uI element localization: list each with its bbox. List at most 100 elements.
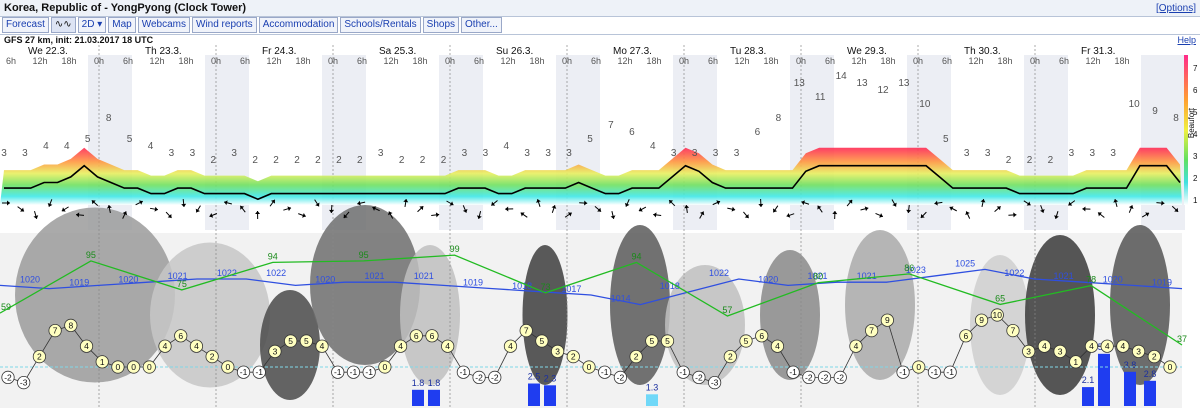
- humidity-label: 75: [177, 279, 187, 289]
- wave-icon[interactable]: ∿∿: [50, 17, 76, 33]
- wind-arrow-icon: [520, 212, 528, 218]
- hour-label: 6h: [240, 56, 250, 66]
- hour-label: 18h: [1114, 56, 1129, 66]
- wind-arrow-icon: [564, 212, 572, 218]
- wind-arrow-icon: [17, 206, 25, 212]
- hour-label: 0h: [328, 56, 338, 66]
- menu-2d[interactable]: 2D ▾: [77, 17, 107, 33]
- temperature-bubble: [582, 360, 596, 374]
- pressure-label: 1021: [365, 271, 385, 281]
- gust-label: 11: [815, 92, 826, 103]
- precip-bar: [412, 389, 424, 406]
- temperature-label: 0: [916, 362, 921, 372]
- gust-label: 8: [776, 113, 782, 124]
- temperature-bubble: [378, 360, 392, 374]
- temperature-bubble: [927, 365, 942, 379]
- menu-other[interactable]: Other...: [461, 17, 502, 33]
- wind-arrow-icon: [61, 206, 69, 212]
- gust-label: 3: [566, 148, 572, 159]
- temperature-label: 4: [508, 341, 513, 351]
- temperature-label: 0: [587, 362, 592, 372]
- temperature-label: 5: [744, 336, 749, 346]
- wind-arrow-icon: [743, 211, 749, 219]
- temperature-label: 2: [728, 352, 733, 362]
- menu-schools-rentals[interactable]: Schools/Rentals: [340, 17, 421, 33]
- wind-arrow-icon: [1141, 212, 1150, 218]
- gust-label: 3: [22, 148, 28, 159]
- hour-label: 12h: [734, 56, 749, 66]
- pressure-label: 1023: [906, 265, 926, 275]
- hour-label: 12h: [266, 56, 281, 66]
- wind-arrow-icon: [579, 200, 588, 206]
- wind-arrow-icon: [875, 212, 884, 218]
- hour-label: 18h: [61, 56, 76, 66]
- pressure-label: 1020: [118, 274, 138, 284]
- gust-label: 3: [231, 148, 237, 159]
- temperature-label: 0: [131, 362, 136, 372]
- gust-label: 5: [85, 134, 91, 145]
- wind-arrow-icon: [417, 205, 424, 213]
- wind-arrow-icon: [431, 212, 440, 218]
- hour-label: 12h: [500, 56, 515, 66]
- wind-arrow-icon: [91, 199, 99, 207]
- temperature-bubble: [1163, 360, 1177, 374]
- hour-label: 6h: [942, 56, 952, 66]
- options-link[interactable]: [Options]: [1155, 3, 1196, 14]
- pressure-label: 1020: [758, 274, 778, 284]
- gust-label: 6: [629, 127, 635, 138]
- temperature-bubble: [865, 323, 879, 338]
- temperature-bubble: [127, 360, 141, 374]
- temperature-label: -1: [601, 367, 609, 377]
- precip-label: 1.8: [428, 378, 441, 388]
- temperature-bubble: [441, 339, 455, 353]
- wind-arrow-icon: [122, 211, 128, 219]
- gust-label: 13: [794, 78, 806, 89]
- menu-forecast[interactable]: Forecast: [2, 17, 49, 33]
- precip-label: 1.8: [412, 378, 425, 388]
- menu-map[interactable]: Map: [108, 17, 136, 33]
- help-link[interactable]: Help: [1177, 35, 1196, 45]
- gust-label: 2: [1027, 155, 1033, 166]
- wind-arrow-icon: [1171, 205, 1179, 213]
- beaufort-scale: 1 2 3 4 5 6 7 Beaufort: [1184, 55, 1198, 205]
- temperature-label: 1: [1073, 357, 1078, 367]
- wind-arrow-icon: [224, 200, 232, 206]
- temperature-label: -1: [899, 367, 907, 377]
- menu-wind-reports[interactable]: Wind reports: [192, 17, 257, 33]
- gust-label: 8: [1173, 113, 1179, 124]
- cloud-layer: [310, 205, 420, 365]
- wind-arrow-icon: [980, 198, 986, 208]
- menu-accommodation[interactable]: Accommodation: [258, 17, 339, 33]
- temperature-bubble: [598, 365, 612, 379]
- temperature-label: 6: [963, 331, 968, 341]
- hour-label: 0h: [796, 56, 806, 66]
- beaufort-tick: 7: [1193, 64, 1198, 73]
- pressure-label: 1021: [1054, 271, 1074, 281]
- pressure-label: 1018: [512, 281, 532, 291]
- temperature-bubble: [1131, 344, 1146, 358]
- menu-shops[interactable]: Shops: [422, 17, 460, 33]
- wind-arrow-icon: [832, 210, 838, 220]
- wind-arrow-icon: [1068, 200, 1076, 206]
- temperature-bubble: [519, 323, 533, 338]
- temperature-label: 3: [1058, 346, 1063, 356]
- pressure-label: 1019: [463, 278, 483, 288]
- temperature-label: 9: [979, 315, 984, 325]
- wind-arrow-icon: [846, 199, 853, 207]
- gust-label: 2: [1048, 155, 1054, 166]
- gust-label: 2: [420, 155, 426, 166]
- menu-webcams[interactable]: Webcams: [137, 17, 190, 33]
- temperature-bubble: [111, 360, 125, 374]
- humidity-curve: [0, 254, 1183, 346]
- temperature-label: 4: [194, 341, 199, 351]
- temperature-bubble: [786, 365, 800, 379]
- wind-arrow-icon: [638, 206, 647, 212]
- precipitation-bars: 1.81.82.52.31.32.15.83.82.8: [412, 342, 1156, 406]
- day-label: Fr 31.3.: [1081, 46, 1115, 57]
- precip-bar: [528, 383, 540, 406]
- wind-arrow-icon: [817, 205, 823, 213]
- temperature-label: 4: [775, 341, 780, 351]
- gust-label: 2: [273, 155, 279, 166]
- wind-arrow-icon: [1023, 200, 1031, 206]
- cloud-layer: [845, 230, 915, 380]
